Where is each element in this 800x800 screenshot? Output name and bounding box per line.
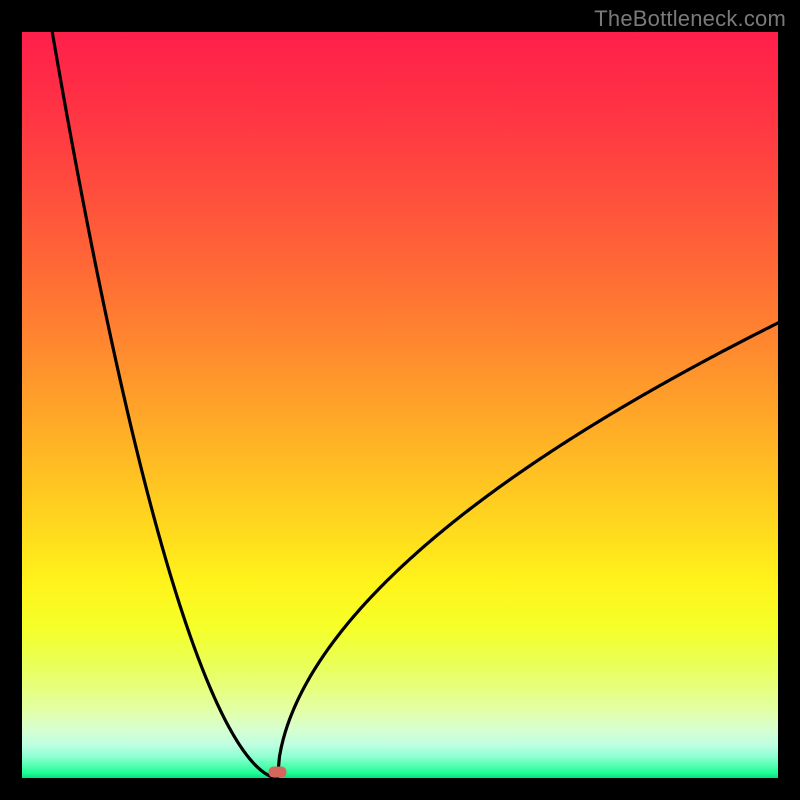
watermark-text: TheBottleneck.com xyxy=(594,6,786,32)
bottleneck-chart xyxy=(22,32,778,778)
optimal-point-marker xyxy=(269,767,287,778)
chart-background xyxy=(22,32,778,778)
